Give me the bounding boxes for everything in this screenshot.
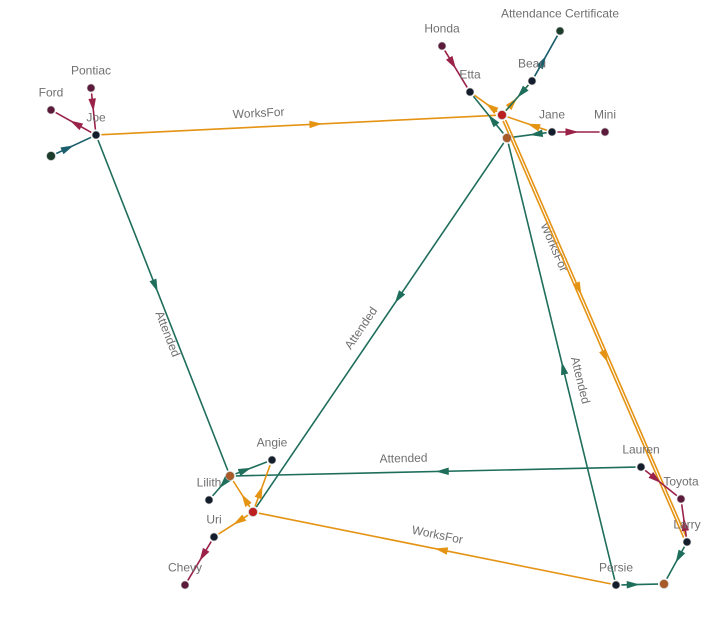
svg-text:Lauren: Lauren bbox=[622, 442, 659, 456]
svg-text:Jane: Jane bbox=[539, 107, 565, 121]
svg-text:Pontiac: Pontiac bbox=[71, 63, 111, 77]
svg-text:Ford: Ford bbox=[39, 85, 64, 99]
svg-text:Attendance Certificate: Attendance Certificate bbox=[501, 6, 619, 20]
svg-text:Lilith: Lilith bbox=[197, 475, 222, 489]
svg-text:Uri: Uri bbox=[206, 512, 221, 526]
svg-text:Beau: Beau bbox=[518, 56, 546, 70]
svg-text:Persie: Persie bbox=[599, 560, 633, 574]
svg-text:WorksFor: WorksFor bbox=[232, 105, 284, 122]
svg-text:Larry: Larry bbox=[673, 517, 700, 531]
svg-text:Mini: Mini bbox=[594, 107, 616, 121]
svg-text:Joe: Joe bbox=[86, 110, 106, 124]
svg-text:Attended: Attended bbox=[379, 451, 427, 466]
svg-text:Toyota: Toyota bbox=[663, 474, 699, 488]
svg-text:Angie: Angie bbox=[257, 435, 288, 449]
svg-text:Chevy: Chevy bbox=[168, 560, 202, 574]
svg-text:Honda: Honda bbox=[424, 21, 460, 35]
svg-text:Etta: Etta bbox=[459, 67, 481, 81]
